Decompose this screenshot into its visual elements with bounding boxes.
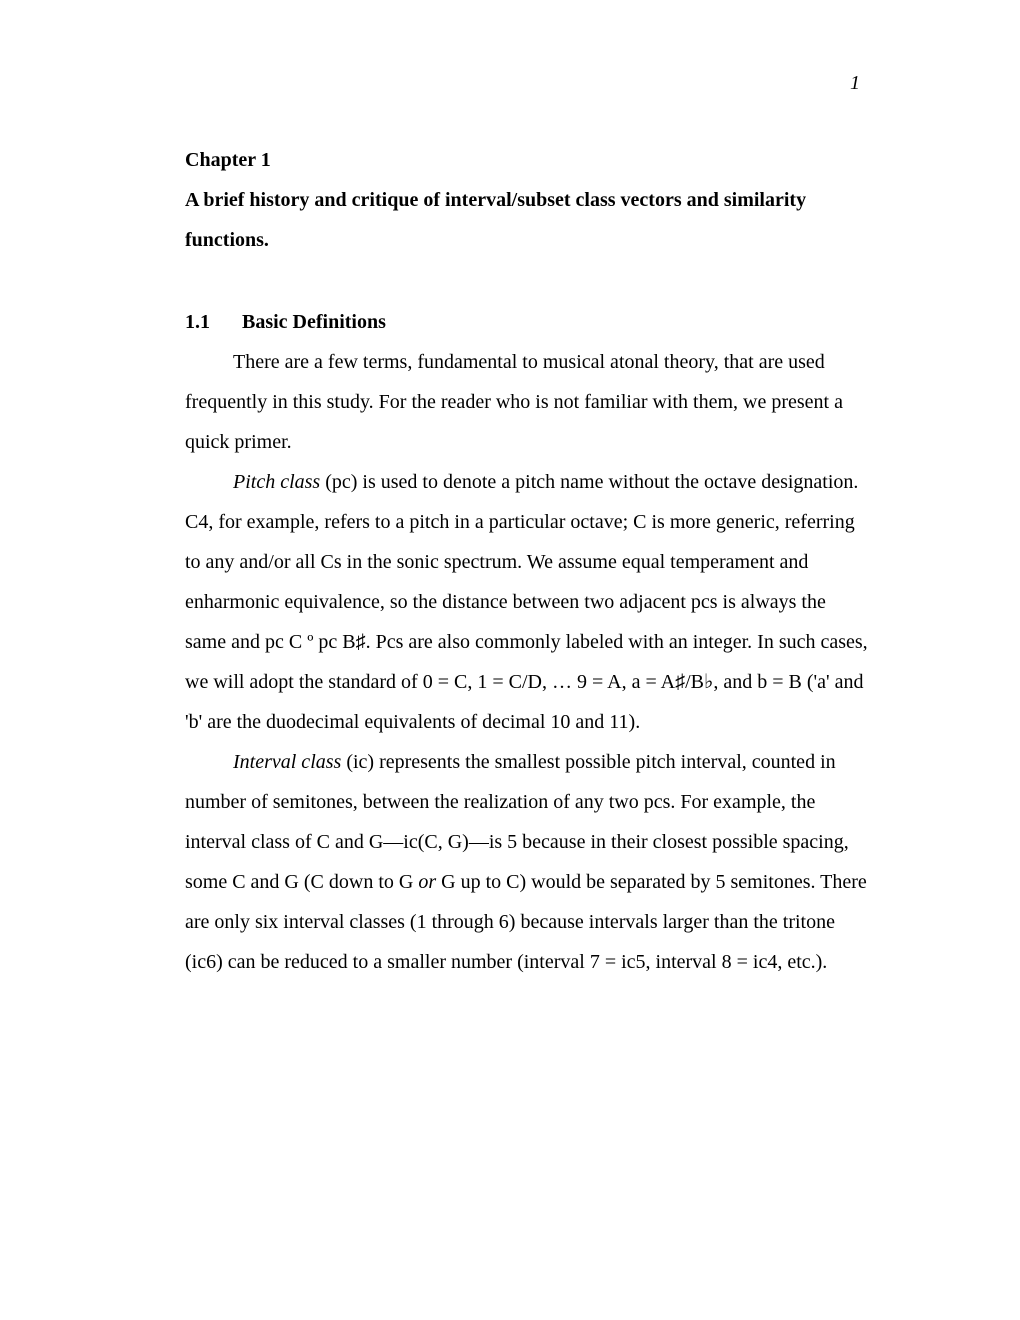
pitch-class-term: Pitch class [233, 471, 320, 493]
interval-class-term: Interval class [233, 751, 341, 773]
section-heading: 1.1 Basic Definitions [185, 302, 870, 342]
section-title: Basic Definitions [242, 311, 386, 333]
paragraph-2: Pitch class (pc) is used to denote a pit… [185, 462, 870, 742]
paragraph-3: Interval class (ic) represents the small… [185, 742, 870, 982]
paragraph-2-body: (pc) is used to denote a pitch name with… [185, 471, 868, 733]
document-page: 1 Chapter 1 A brief history and critique… [0, 0, 1020, 1320]
chapter-heading: Chapter 1 [185, 140, 870, 180]
paragraph-1: There are a few terms, fundamental to mu… [185, 342, 870, 462]
chapter-title: A brief history and critique of interval… [185, 180, 870, 260]
or-italic: or [418, 871, 436, 893]
page-number: 1 [850, 72, 860, 95]
section-number: 1.1 [185, 302, 210, 342]
